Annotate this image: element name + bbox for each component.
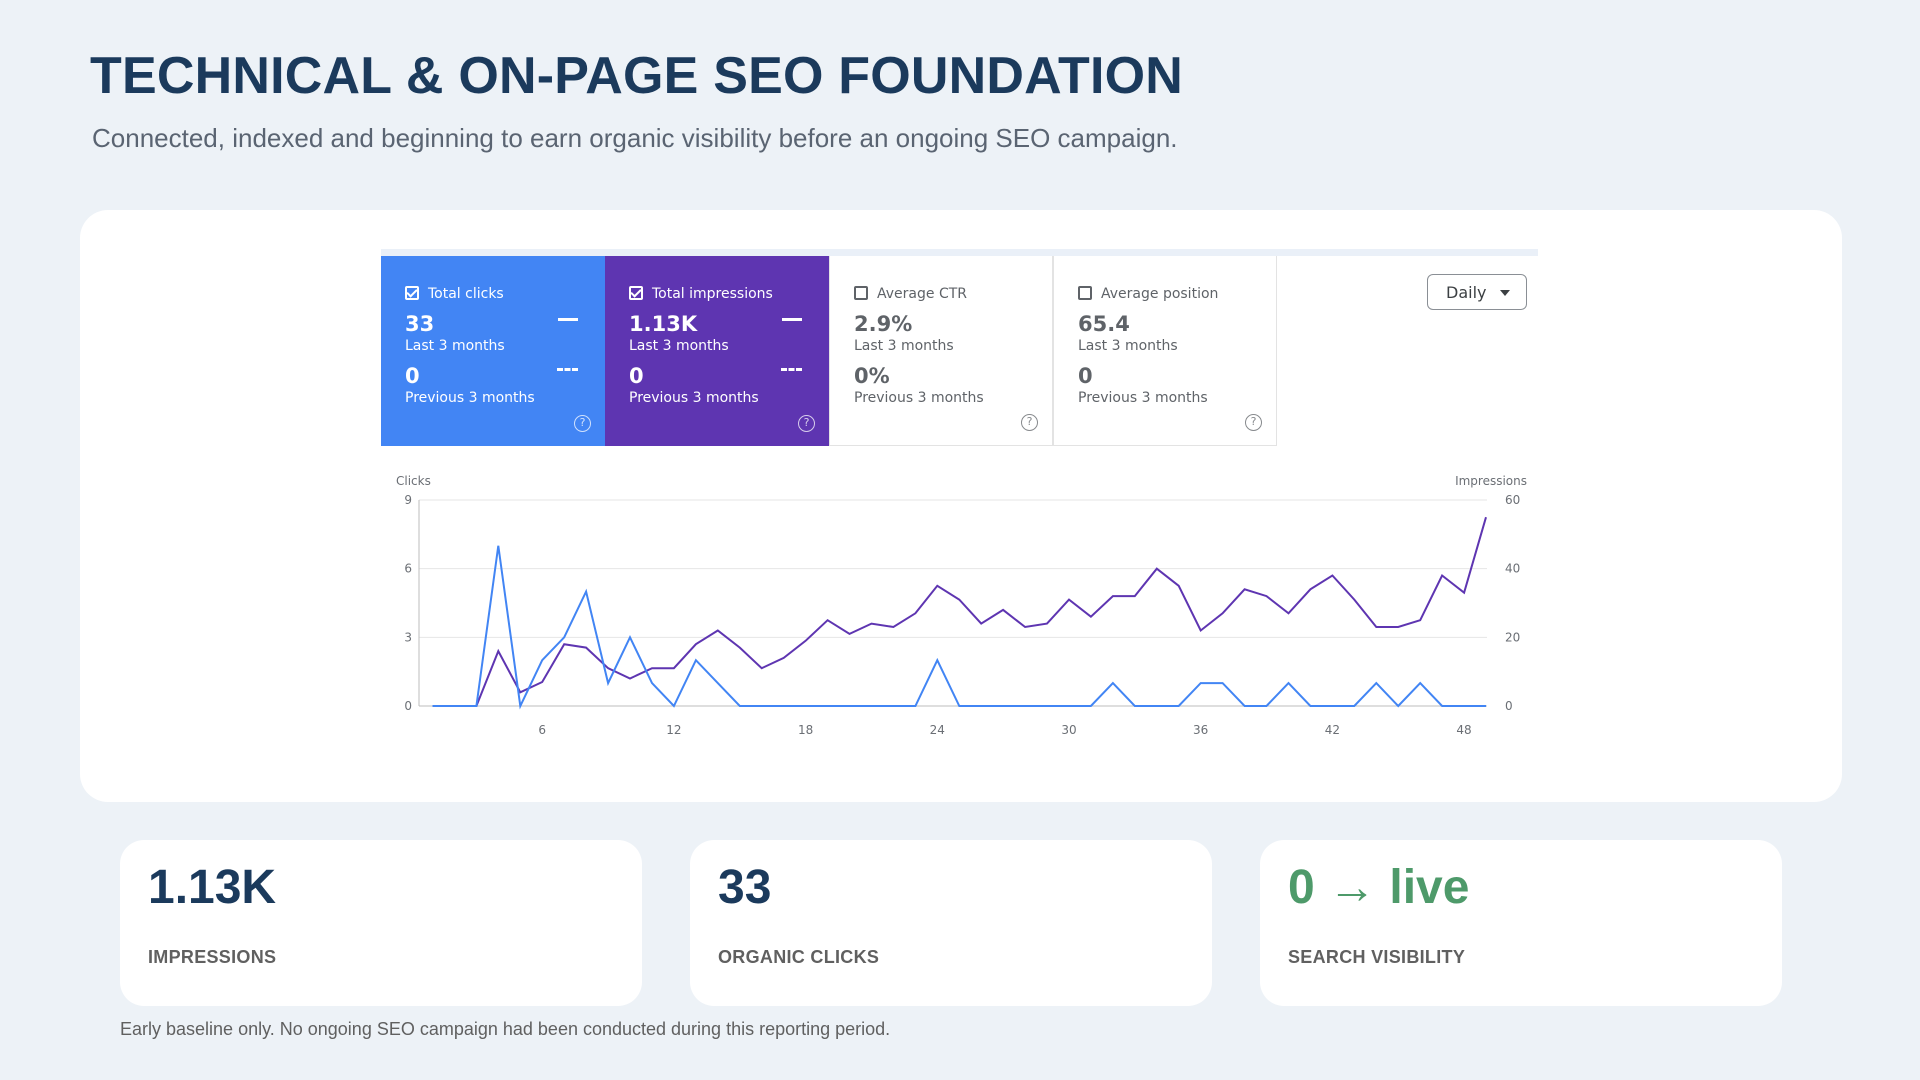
checkbox-checked-icon[interactable] [405,286,419,300]
help-icon[interactable]: ? [1021,414,1038,431]
help-icon[interactable]: ? [1245,414,1262,431]
metric-previous-value: 0% [854,364,890,388]
page-title: TECHNICAL & ON-PAGE SEO FOUNDATION [90,47,1184,105]
metric-period: Last 3 months [405,338,505,354]
dashed-line-legend-icon [781,368,802,371]
metric-card-total-clicks[interactable]: Total clicks 33 Last 3 months 0 Previous… [381,256,605,446]
clicks-series-line [432,545,1486,710]
help-icon[interactable]: ? [798,415,815,432]
granularity-select[interactable]: Daily [1427,274,1527,310]
metric-period: Last 3 months [1078,338,1178,354]
x-tick-label: 42 [1325,723,1340,737]
metric-previous-period: Previous 3 months [629,390,759,406]
checkbox-checked-icon[interactable] [629,286,643,300]
help-icon[interactable]: ? [574,415,591,432]
stat-value: 0 → live [1288,861,1470,914]
metric-value: 33 [405,312,435,336]
metric-label: Average position [1101,286,1219,302]
metric-value: 1.13K [629,312,698,336]
dashed-line-legend-icon [557,368,578,371]
footnote: Early baseline only. No ongoing SEO camp… [120,1019,891,1039]
left-tick-label: 3 [404,630,412,644]
metric-value: 65.4 [1078,312,1130,336]
checkbox-unchecked-icon[interactable] [854,286,868,300]
stat-value: 1.13K [148,861,277,914]
granularity-select-label: Daily [1446,283,1487,302]
solid-line-legend-icon [558,318,578,321]
metric-previous-value: 0 [405,364,420,388]
right-tick-label: 0 [1505,699,1513,713]
caret-down-icon [1500,290,1510,296]
x-tick-label: 6 [538,723,546,737]
stat-card-impressions: 1.13K IMPRESSIONS [120,840,642,1006]
search-console-screenshot: Total clicks 33 Last 3 months 0 Previous… [381,249,1538,749]
x-tick-label: 30 [1061,723,1076,737]
x-tick-label: 12 [666,723,681,737]
x-tick-label: 48 [1456,723,1471,737]
left-tick-label: 0 [404,699,412,713]
metric-period: Last 3 months [854,338,954,354]
metric-previous-value: 0 [629,364,644,388]
metric-label: Total clicks [428,286,504,302]
stat-label: IMPRESSIONS [148,947,277,967]
top-divider [381,249,1538,256]
metric-label: Average CTR [877,286,967,302]
metric-label: Total impressions [652,286,773,302]
right-axis-title: Impressions [1455,474,1527,488]
metric-card-average-position[interactable]: Average position 65.4 Last 3 months 0 Pr… [1053,256,1277,446]
stat-value: 33 [718,861,772,914]
left-axis-title: Clicks [396,474,431,488]
left-tick-label: 6 [404,562,412,576]
right-tick-label: 40 [1505,562,1520,576]
x-tick-label: 18 [798,723,813,737]
stat-label: ORGANIC CLICKS [718,947,880,967]
metric-previous-period: Previous 3 months [1078,390,1208,406]
stat-label: SEARCH VISIBILITY [1288,947,1466,967]
stat-card-search-visibility: 0 → live SEARCH VISIBILITY [1260,840,1782,1006]
metric-previous-value: 0 [1078,364,1093,388]
stat-card-organic-clicks: 33 ORGANIC CLICKS [690,840,1212,1006]
x-tick-label: 24 [930,723,945,737]
metric-value: 2.9% [854,312,913,336]
metric-card-total-impressions[interactable]: Total impressions 1.13K Last 3 months 0 … [605,256,829,446]
right-tick-label: 20 [1505,630,1520,644]
metric-period: Last 3 months [629,338,729,354]
metric-previous-period: Previous 3 months [854,390,984,406]
metric-previous-period: Previous 3 months [405,390,535,406]
checkbox-unchecked-icon[interactable] [1078,286,1092,300]
left-tick-label: 9 [404,493,412,507]
right-tick-label: 60 [1505,493,1520,507]
solid-line-legend-icon [782,318,802,321]
page-subtitle: Connected, indexed and beginning to earn… [92,123,1178,153]
metric-card-average-ctr[interactable]: Average CTR 2.9% Last 3 months 0% Previo… [829,256,1053,446]
x-tick-label: 36 [1193,723,1208,737]
